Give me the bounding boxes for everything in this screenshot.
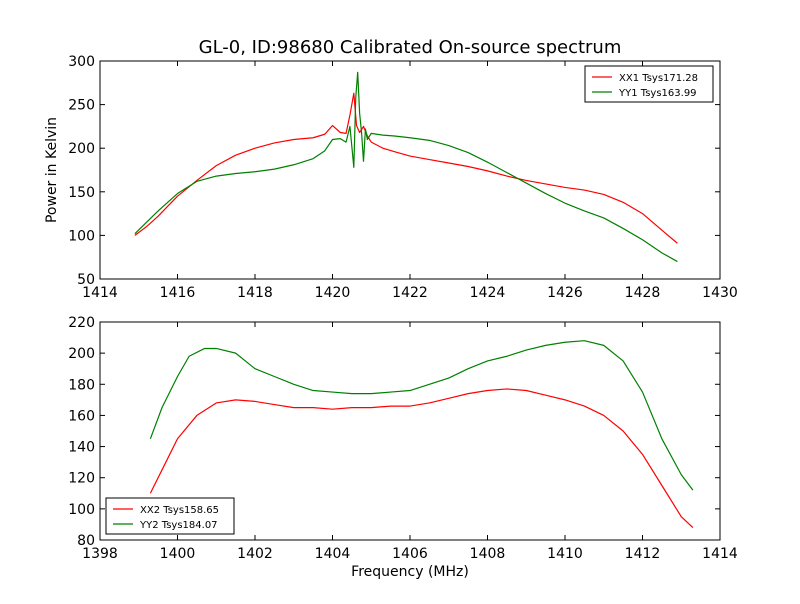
subplot-1: 1414 1416 1418 1420 1422 1424 1426 1428 1430 50 10… xyxy=(44,54,738,301)
x-tick-label: 1424 xyxy=(470,285,506,301)
x-tick-label: 1410 xyxy=(547,546,583,562)
x-tick-label: 1422 xyxy=(392,285,428,301)
legend-label: XX2 Tsys158.65 xyxy=(140,505,219,516)
y-tick-label: 180 xyxy=(68,377,95,393)
legend-label: YY1 Tsys163.99 xyxy=(618,88,697,99)
legend-1: XX1 Tsys171.28 YY1 Tsys163.99 xyxy=(584,65,714,103)
legend-label: YY2 Tsys184.07 xyxy=(139,520,218,531)
legend-2: XX2 Tsys158.65 YY2 Tsys184.07 xyxy=(105,497,235,535)
x-tick-label: 1414 xyxy=(82,285,118,301)
subplot-2: 1398 1400 1402 1404 1406 1408 1410 1412 1414 80 10… xyxy=(68,315,738,580)
chart-title: GL-0, ID:98680 Calibrated On-source spec… xyxy=(199,37,622,58)
x-axis-label: Frequency (MHz) xyxy=(351,564,469,580)
x-tick-label: 1402 xyxy=(237,546,273,562)
y-tick-label: 120 xyxy=(68,471,95,487)
y-tick-label: 160 xyxy=(68,408,95,424)
series-line-1-1 xyxy=(134,92,678,244)
x-tick-label: 1408 xyxy=(470,546,506,562)
x-tick-label: 1398 xyxy=(82,546,118,562)
y-tick-label: 100 xyxy=(68,228,95,244)
x-tick-label: 1416 xyxy=(160,285,196,301)
y-tick-label: 50 xyxy=(77,272,95,288)
y-tick-label: 100 xyxy=(68,502,95,518)
legend-box xyxy=(584,65,714,103)
y-tick-label: 300 xyxy=(68,54,95,70)
y-tick-label: 140 xyxy=(68,440,95,456)
x-tick-label: 1412 xyxy=(625,546,661,562)
y-tick-label: 250 xyxy=(68,98,95,114)
x-tick-label: 1406 xyxy=(392,546,428,562)
x-tick-label: 1430 xyxy=(702,285,738,301)
y-tick-label: 80 xyxy=(77,533,95,549)
y-tick-label: 200 xyxy=(68,141,95,157)
y-tick-label: 200 xyxy=(68,346,95,362)
legend-label: XX1 Tsys171.28 xyxy=(619,73,698,84)
y-tick-label: 220 xyxy=(68,315,95,331)
x-tick-label: 1426 xyxy=(547,285,583,301)
series-line-2-1 xyxy=(149,388,694,528)
x-tick-label: 1428 xyxy=(625,285,661,301)
x-tick-label: 1400 xyxy=(160,546,196,562)
legend-box xyxy=(105,497,235,535)
y-axis-label: Power in Kelvin xyxy=(44,117,60,223)
y-tick-label: 150 xyxy=(68,185,95,201)
x-tick-label: 1418 xyxy=(237,285,273,301)
x-tick-label: 1414 xyxy=(702,546,738,562)
series-line-1-2 xyxy=(134,71,678,263)
x-tick-label: 1420 xyxy=(315,285,351,301)
x-tick-label: 1404 xyxy=(315,546,351,562)
series-line-2-2 xyxy=(149,340,694,491)
